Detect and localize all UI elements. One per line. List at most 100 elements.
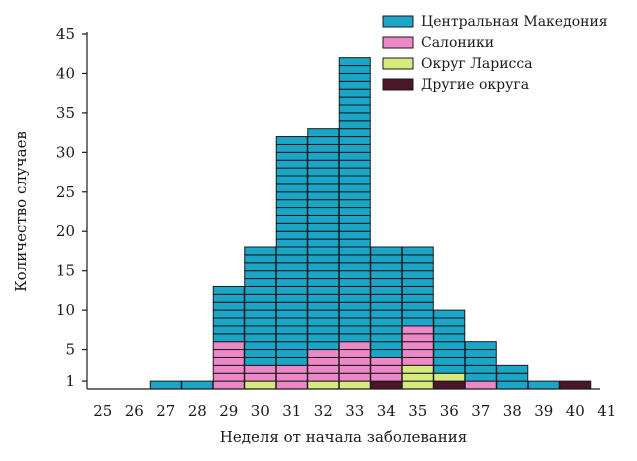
bar-cell (275, 167, 308, 177)
bar-cell (464, 380, 497, 390)
bar-cell (275, 333, 308, 343)
bar-cell (307, 136, 340, 145)
bar-cell (244, 278, 277, 287)
bar-cell (307, 372, 340, 382)
bar-cell (370, 333, 403, 343)
bar-cell (275, 230, 308, 240)
bar-cell (338, 104, 371, 114)
legend-swatch (382, 57, 414, 70)
bar-cell (244, 380, 277, 390)
bar-cell (307, 293, 340, 303)
x-tick-label: 28 (188, 402, 207, 420)
bar-cell (433, 372, 466, 382)
bar-cell (307, 333, 340, 343)
x-tick-label: 30 (251, 402, 270, 420)
x-tick-label: 26 (125, 402, 144, 420)
bar-cell (212, 325, 245, 335)
bar-cell (496, 372, 529, 382)
bar-cell (212, 333, 245, 343)
bar-cell (244, 301, 277, 311)
bar-cell (338, 356, 371, 366)
bar-cell (338, 222, 371, 232)
bar-cell (338, 88, 371, 98)
bar-cell (401, 317, 434, 327)
bar-cell (307, 278, 340, 287)
legend-label: Салоники (421, 35, 494, 51)
bar-cell (496, 364, 529, 374)
bar-cell (244, 317, 277, 327)
bar-cell (307, 183, 340, 193)
bar-cell (464, 349, 497, 358)
bar-cell (338, 159, 371, 169)
bar-cell (212, 309, 245, 319)
legend: Центральная Македония Салоники Округ Ларис… (382, 14, 608, 93)
bar-cell (338, 246, 371, 256)
bar-cell (307, 151, 340, 161)
bar-cell (275, 207, 308, 216)
bar-cell (338, 262, 371, 272)
bar-cell (370, 254, 403, 264)
bar-cell (401, 262, 434, 272)
bar-cell (338, 380, 371, 390)
bar-cell (275, 341, 308, 351)
bar-cell (338, 72, 371, 82)
x-tick-label: 37 (471, 402, 490, 420)
bar-cell (307, 230, 340, 240)
bar-cell (401, 341, 434, 351)
bar-cell (275, 301, 308, 311)
x-tick-label: 34 (377, 402, 396, 420)
y-tick-label: 20 (56, 222, 75, 240)
bar-cell (338, 341, 371, 351)
bar-cell (433, 341, 466, 351)
bar-cell (338, 120, 371, 130)
bar-cell (275, 364, 308, 374)
y-tick-label: 5 (65, 341, 75, 359)
bars-layer (149, 57, 592, 390)
y-tick-label: 25 (56, 183, 75, 201)
bar-cell (401, 380, 434, 390)
bar-cell (338, 175, 371, 185)
bar-cell (370, 293, 403, 303)
bar-cell (212, 380, 245, 390)
bar-cell (307, 317, 340, 327)
bar-cell (370, 341, 403, 351)
bar-cell (338, 301, 371, 311)
bar-cell (307, 143, 340, 153)
bar-cell (307, 199, 340, 209)
bar-cell (338, 325, 371, 335)
bar-cell (338, 214, 371, 224)
legend-label: Другие округа (421, 77, 529, 93)
bar-cell (370, 325, 403, 335)
bar-cell (275, 199, 308, 209)
legend-swatch (382, 15, 414, 28)
bar-cell (275, 293, 308, 303)
bar-cell (307, 207, 340, 216)
bar-cell (433, 356, 466, 366)
y-tick-label: 35 (56, 104, 75, 122)
bar-cell (370, 309, 403, 319)
bar-cell (212, 356, 245, 366)
bar-cell (338, 349, 371, 358)
bar-cell (338, 285, 371, 295)
bar-cell (338, 57, 371, 67)
bar-cell (338, 317, 371, 327)
bar-cell (338, 207, 371, 216)
bar-cell (401, 293, 434, 303)
bar-cell (244, 341, 277, 351)
bar-cell (307, 159, 340, 169)
bar-cell (244, 349, 277, 358)
bar-cell (433, 309, 466, 319)
bar-cell (275, 246, 308, 256)
bar-cell (275, 191, 308, 201)
bar-cell (307, 238, 340, 248)
legend-swatch (382, 78, 414, 91)
bar-cell (307, 167, 340, 177)
bar-cell (338, 238, 371, 248)
bar-cell (370, 349, 403, 358)
bar-cell (307, 270, 340, 280)
x-tick-label: 29 (219, 402, 238, 420)
bar-cell (307, 301, 340, 311)
bar-cell (149, 380, 182, 390)
bar-cell (338, 183, 371, 193)
